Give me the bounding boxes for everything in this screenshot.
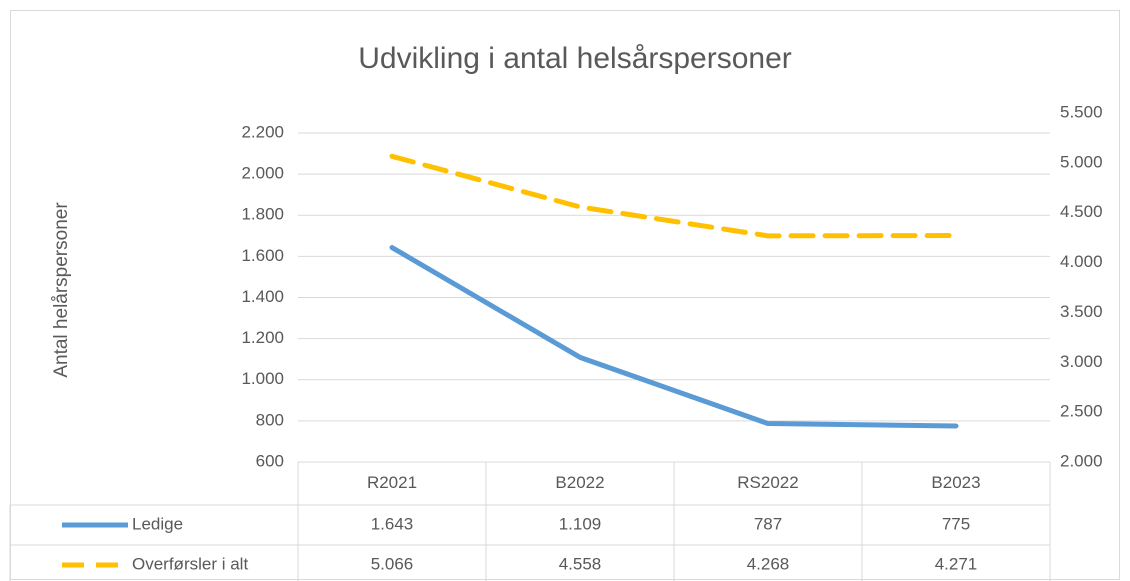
series-line	[389, 153, 959, 239]
y2-tick-label: 4.500	[1060, 202, 1103, 221]
x-tick-label: B2023	[931, 473, 980, 492]
table-value: 1.109	[559, 514, 602, 533]
table-value: 775	[942, 514, 970, 533]
y2-tick-label: 3.000	[1060, 352, 1103, 371]
y-tick-label: 1.000	[241, 369, 284, 388]
table-value: 4.268	[747, 554, 790, 573]
y-tick-label: 800	[256, 410, 284, 429]
y2-tick-label: 4.000	[1060, 252, 1103, 271]
y-tick-label: 1.400	[241, 287, 284, 306]
table-value: 5.066	[371, 554, 414, 573]
y2-tick-label: 3.500	[1060, 302, 1103, 321]
table-value: 787	[754, 514, 782, 533]
table-value: 1.643	[371, 514, 414, 533]
y-tick-label: 2.000	[241, 164, 284, 183]
x-tick-label: R2021	[367, 473, 417, 492]
series-line	[389, 245, 959, 429]
y-axis-label: Antal helårspersoner	[51, 202, 72, 378]
table-value: 4.271	[935, 554, 978, 573]
chart-title: Udvikling i antal helsårspersoner	[358, 42, 792, 75]
y2-tick-label: 2.500	[1060, 402, 1103, 421]
y-tick-label: 1.200	[241, 328, 284, 347]
y-tick-label: 2.200	[241, 122, 284, 141]
chart-frame	[10, 10, 1120, 580]
x-tick-label: RS2022	[737, 473, 798, 492]
y-tick-label: 1.600	[241, 246, 284, 265]
legend-label: Overførsler i alt	[132, 554, 248, 573]
y-tick-label: 600	[256, 451, 284, 470]
y2-tick-label: 5.000	[1060, 152, 1103, 171]
y2-tick-label: 5.500	[1060, 102, 1103, 121]
y2-tick-label: 2.000	[1060, 451, 1103, 470]
x-tick-label: B2022	[555, 473, 604, 492]
legend-label: Ledige	[132, 514, 183, 533]
y-tick-label: 1.800	[241, 205, 284, 224]
table-value: 4.558	[559, 554, 602, 573]
